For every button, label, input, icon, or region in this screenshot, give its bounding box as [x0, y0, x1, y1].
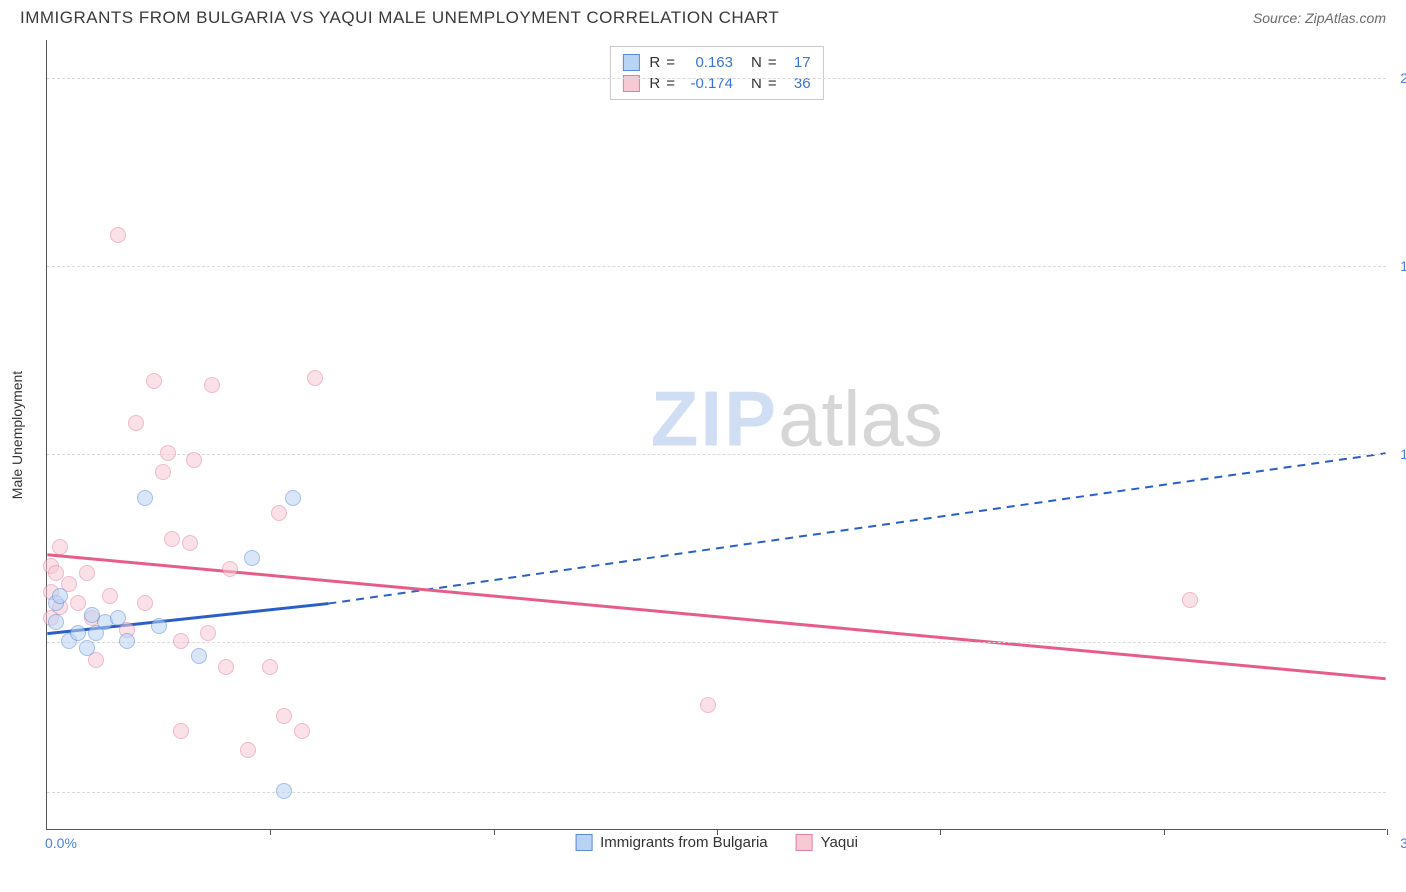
n-label: N — [751, 54, 762, 71]
scatter-point-yaqui — [700, 697, 716, 713]
scatter-point-yaqui — [173, 633, 189, 649]
scatter-point-yaqui — [186, 452, 202, 468]
equals-sign: = — [666, 54, 675, 71]
scatter-point-yaqui — [1182, 592, 1198, 608]
legend-label-yaqui: Yaqui — [821, 834, 858, 851]
scatter-point-bulgaria — [48, 614, 64, 630]
source-attribution: Source: ZipAtlas.com — [1253, 10, 1386, 26]
scatter-point-bulgaria — [276, 783, 292, 799]
trend-line — [47, 555, 1385, 679]
scatter-point-yaqui — [70, 595, 86, 611]
chart-title: IMMIGRANTS FROM BULGARIA VS YAQUI MALE U… — [20, 8, 779, 28]
scatter-point-yaqui — [240, 742, 256, 758]
scatter-point-yaqui — [128, 415, 144, 431]
scatter-point-yaqui — [204, 377, 220, 393]
scatter-point-yaqui — [222, 561, 238, 577]
stats-row-yaqui: R = -0.174 N = 36 — [622, 73, 810, 94]
scatter-point-yaqui — [294, 723, 310, 739]
x-tick — [1164, 829, 1165, 835]
scatter-point-yaqui — [146, 373, 162, 389]
scatter-point-yaqui — [173, 723, 189, 739]
scatter-point-yaqui — [262, 659, 278, 675]
gridline — [47, 642, 1386, 643]
scatter-point-yaqui — [52, 539, 68, 555]
swatch-yaqui — [796, 834, 813, 851]
source-name: ZipAtlas.com — [1305, 10, 1386, 26]
scatter-point-yaqui — [110, 227, 126, 243]
scatter-point-yaqui — [164, 531, 180, 547]
scatter-point-yaqui — [307, 370, 323, 386]
stats-row-bulgaria: R = 0.163 N = 17 — [622, 52, 810, 73]
scatter-point-bulgaria — [151, 618, 167, 634]
plot-area: Male Unemployment ZIPatlas R = 0.163 N =… — [46, 40, 1386, 830]
x-tick — [940, 829, 941, 835]
gridline — [47, 266, 1386, 267]
scatter-point-yaqui — [200, 625, 216, 641]
scatter-point-bulgaria — [137, 490, 153, 506]
swatch-bulgaria — [575, 834, 592, 851]
scatter-point-yaqui — [182, 535, 198, 551]
x-axis-min-label: 0.0% — [45, 835, 77, 851]
trend-line — [328, 453, 1385, 603]
scatter-point-bulgaria — [244, 550, 260, 566]
chart-container: Male Unemployment ZIPatlas R = 0.163 N =… — [46, 40, 1386, 850]
scatter-point-bulgaria — [52, 588, 68, 604]
scatter-point-yaqui — [160, 445, 176, 461]
stats-legend-box: R = 0.163 N = 17 R = -0.174 N = 36 — [609, 46, 823, 100]
scatter-point-yaqui — [218, 659, 234, 675]
legend-item-yaqui: Yaqui — [796, 834, 858, 851]
gridline — [47, 78, 1386, 79]
gridline — [47, 454, 1386, 455]
y-tick-label: 10.0% — [1400, 446, 1406, 462]
trend-lines-svg — [47, 40, 1386, 829]
scatter-point-bulgaria — [70, 625, 86, 641]
scatter-point-bulgaria — [285, 490, 301, 506]
x-tick — [1387, 829, 1388, 835]
source-prefix: Source: — [1253, 10, 1305, 26]
scatter-point-bulgaria — [79, 640, 95, 656]
r-label: R — [649, 54, 660, 71]
bottom-legend: Immigrants from Bulgaria Yaqui — [575, 834, 858, 851]
legend-label-bulgaria: Immigrants from Bulgaria — [600, 834, 768, 851]
equals-sign: = — [768, 54, 777, 71]
scatter-point-bulgaria — [119, 633, 135, 649]
y-tick-label: 20.0% — [1400, 70, 1406, 86]
scatter-point-yaqui — [79, 565, 95, 581]
swatch-bulgaria — [622, 54, 639, 71]
r-value-bulgaria: 0.163 — [681, 54, 733, 71]
scatter-point-yaqui — [276, 708, 292, 724]
scatter-point-yaqui — [271, 505, 287, 521]
legend-item-bulgaria: Immigrants from Bulgaria — [575, 834, 768, 851]
x-tick — [717, 829, 718, 835]
y-axis-label: Male Unemployment — [9, 370, 25, 498]
x-tick — [270, 829, 271, 835]
scatter-point-yaqui — [102, 588, 118, 604]
scatter-point-bulgaria — [110, 610, 126, 626]
y-tick-label: 15.0% — [1400, 258, 1406, 274]
x-axis-max-label: 30.0% — [1400, 835, 1406, 851]
n-value-bulgaria: 17 — [783, 54, 811, 71]
scatter-point-bulgaria — [191, 648, 207, 664]
scatter-point-yaqui — [155, 464, 171, 480]
x-tick — [494, 829, 495, 835]
gridline — [47, 792, 1386, 793]
scatter-point-yaqui — [48, 565, 64, 581]
scatter-point-yaqui — [137, 595, 153, 611]
